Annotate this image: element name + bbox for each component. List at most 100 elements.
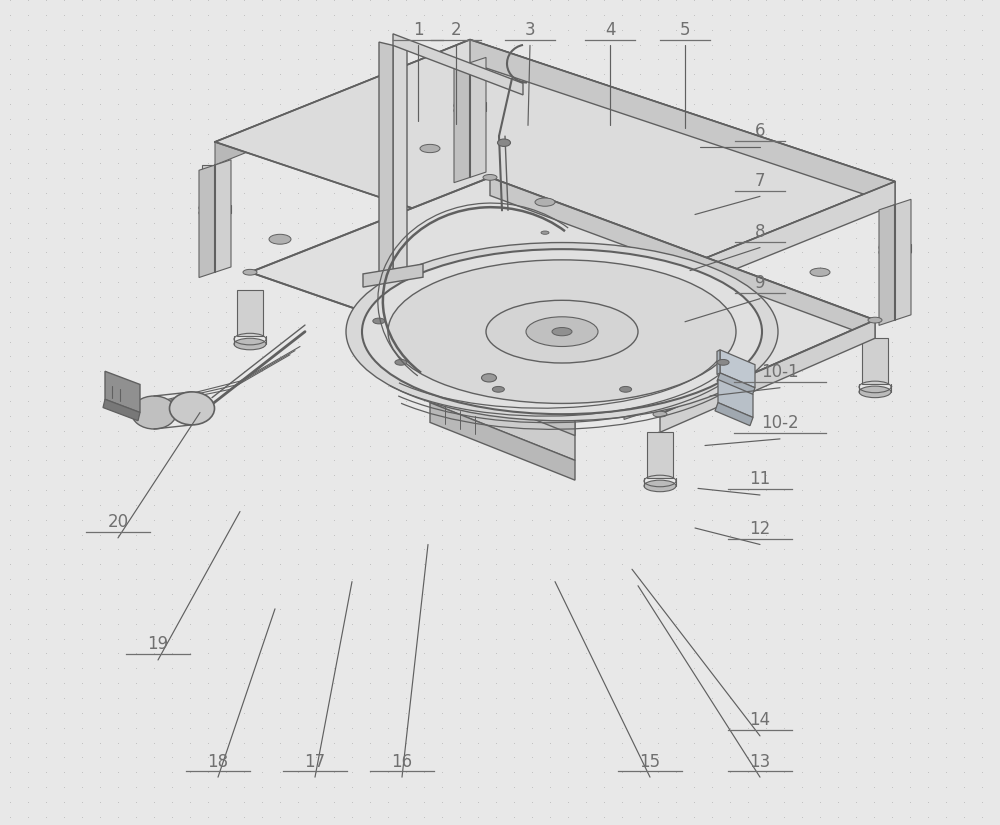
- Point: [434, 780, 450, 794]
- Point: [632, 231, 648, 244]
- Point: [146, 454, 162, 467]
- Point: [992, 350, 1000, 363]
- Point: [272, 662, 288, 675]
- Point: [506, 320, 522, 333]
- Point: [938, 691, 954, 705]
- Point: [128, 543, 144, 556]
- Point: [2, 632, 18, 645]
- Point: [686, 454, 702, 467]
- Point: [20, 602, 36, 615]
- Point: [992, 424, 1000, 437]
- Point: [56, 172, 72, 185]
- Point: [524, 172, 540, 185]
- Point: [506, 602, 522, 615]
- Point: [344, 736, 360, 749]
- Point: [920, 498, 936, 512]
- Point: [272, 617, 288, 630]
- Point: [866, 335, 882, 348]
- Point: [398, 706, 414, 719]
- Point: [848, 513, 864, 526]
- Point: [56, 231, 72, 244]
- Point: [452, 587, 468, 601]
- Point: [362, 320, 378, 333]
- Point: [380, 558, 396, 571]
- Point: [866, 68, 882, 81]
- Point: [254, 766, 270, 779]
- Point: [776, 662, 792, 675]
- Polygon shape: [470, 40, 895, 205]
- Point: [722, 766, 738, 779]
- Point: [308, 231, 324, 244]
- Point: [758, 142, 774, 155]
- Point: [830, 751, 846, 764]
- Point: [920, 82, 936, 96]
- Point: [992, 513, 1000, 526]
- Point: [380, 780, 396, 794]
- Point: [506, 632, 522, 645]
- Point: [92, 780, 108, 794]
- Point: [38, 112, 54, 125]
- Point: [362, 691, 378, 705]
- Point: [326, 676, 342, 690]
- Point: [380, 112, 396, 125]
- Point: [776, 365, 792, 378]
- Point: [974, 558, 990, 571]
- Point: [974, 587, 990, 601]
- Point: [524, 662, 540, 675]
- Point: [956, 647, 972, 660]
- Point: [956, 810, 972, 823]
- Point: [2, 365, 18, 378]
- Point: [290, 483, 306, 497]
- Point: [164, 632, 180, 645]
- Point: [416, 513, 432, 526]
- Point: [722, 647, 738, 660]
- Point: [956, 320, 972, 333]
- Point: [272, 647, 288, 660]
- Point: [326, 38, 342, 51]
- Point: [110, 483, 126, 497]
- Point: [164, 172, 180, 185]
- Text: 19: 19: [147, 635, 169, 653]
- Point: [596, 68, 612, 81]
- Point: [560, 290, 576, 304]
- Point: [596, 172, 612, 185]
- Point: [542, 543, 558, 556]
- Point: [308, 573, 324, 586]
- Point: [884, 290, 900, 304]
- Point: [200, 795, 216, 808]
- Point: [578, 409, 594, 422]
- Point: [416, 157, 432, 170]
- Point: [884, 573, 900, 586]
- Point: [416, 201, 432, 214]
- Point: [200, 602, 216, 615]
- Point: [434, 82, 450, 96]
- Point: [326, 587, 342, 601]
- Point: [92, 216, 108, 229]
- Point: [110, 142, 126, 155]
- Point: [164, 617, 180, 630]
- Point: [326, 780, 342, 794]
- Point: [470, 691, 486, 705]
- Point: [416, 647, 432, 660]
- Point: [326, 721, 342, 734]
- Point: [308, 424, 324, 437]
- Point: [20, 231, 36, 244]
- Point: [884, 617, 900, 630]
- Point: [110, 53, 126, 66]
- Point: [92, 157, 108, 170]
- Point: [218, 795, 234, 808]
- Point: [920, 112, 936, 125]
- Point: [380, 23, 396, 36]
- Point: [812, 305, 828, 318]
- Point: [758, 53, 774, 66]
- Point: [254, 305, 270, 318]
- Point: [308, 201, 324, 214]
- Point: [776, 157, 792, 170]
- Point: [578, 246, 594, 259]
- Point: [722, 424, 738, 437]
- Point: [344, 528, 360, 541]
- Point: [290, 766, 306, 779]
- Point: [578, 483, 594, 497]
- Point: [650, 558, 666, 571]
- Point: [722, 231, 738, 244]
